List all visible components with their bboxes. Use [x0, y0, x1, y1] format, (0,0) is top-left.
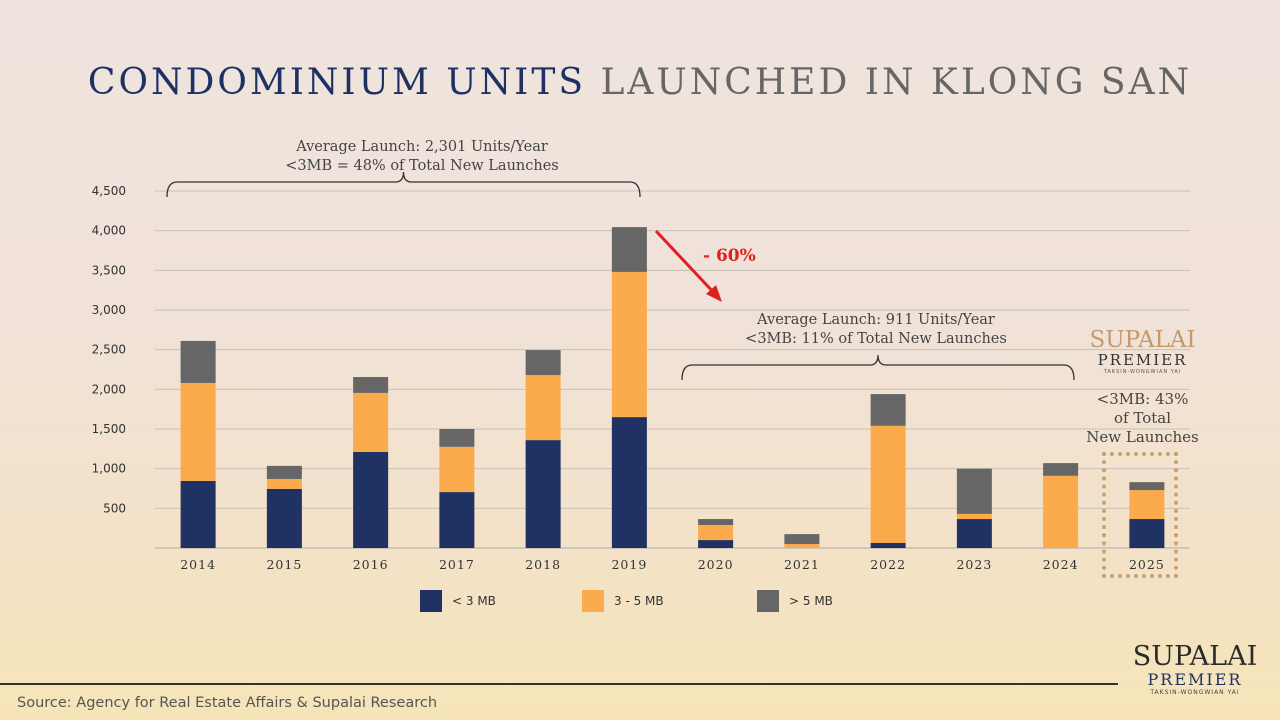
x-tick-label: 2024 — [1043, 557, 1079, 572]
bar-2021-2 — [784, 534, 820, 545]
x-tick-label: 2017 — [439, 557, 475, 572]
x-tick-label: 2014 — [180, 557, 216, 572]
legend-lt3: < 3 MB — [420, 590, 496, 612]
page-title: CONDOMINIUM UNITS LAUNCHED IN KLONG SAN — [87, 62, 1193, 103]
x-tick-label: 2015 — [266, 557, 302, 572]
logo-main: SUPALAI PREMIER TAKSIN-WONGWIAN YAI — [1132, 641, 1258, 697]
y-tick-label: 4,000 — [92, 224, 126, 238]
bar-2020-1 — [698, 524, 734, 541]
bar-2025-0 — [1129, 519, 1165, 548]
bar-2023-2 — [956, 468, 992, 514]
bar-2015-1 — [266, 478, 302, 489]
x-tick-label: 2022 — [870, 557, 906, 572]
y-tick-label: 2,500 — [92, 343, 126, 357]
legend-mid: 3 - 5 MB — [582, 590, 664, 612]
bar-2020-0 — [698, 540, 734, 548]
bar-2022-2 — [870, 394, 906, 426]
bar-2014-2 — [180, 340, 216, 383]
brace-2020-2024 — [681, 354, 1075, 381]
bar-2019-1 — [611, 271, 647, 418]
bar-2021-1 — [784, 544, 820, 548]
period2-note: Average Launch: 911 Units/Year <3MB: 11%… — [745, 312, 1007, 347]
source-note: Source: Agency for Real Estate Affairs &… — [17, 695, 438, 711]
bar-2020-2 — [698, 519, 734, 525]
legend-swatch — [420, 590, 442, 612]
bar-2016-0 — [353, 452, 389, 548]
bar-2017-2 — [439, 429, 475, 447]
y-tick-label: 500 — [103, 501, 126, 515]
x-tick-label: 2018 — [525, 557, 561, 572]
brace-2014-2019 — [166, 171, 641, 198]
y-tick-label: 4,500 — [92, 184, 126, 198]
bar-2015-2 — [266, 465, 302, 479]
bar-2018-2 — [525, 350, 561, 376]
bar-2025-1 — [1129, 490, 1165, 520]
bar-2022-1 — [870, 425, 906, 543]
bar-2023-0 — [956, 519, 992, 548]
bar-2019-0 — [611, 417, 647, 548]
y-tick-label: 2,000 — [92, 382, 126, 396]
legend-swatch — [757, 590, 779, 612]
legend-gt5: > 5 MB — [757, 590, 833, 612]
highlight-2025 — [1102, 452, 1178, 578]
bar-2024-2 — [1043, 463, 1079, 476]
y-tick-label: 3,000 — [92, 303, 126, 317]
footer-divider — [0, 683, 1118, 685]
x-tick-label: 2020 — [698, 557, 734, 572]
bar-2014-1 — [180, 382, 216, 481]
x-tick-label: 2021 — [784, 557, 820, 572]
bar-2023-1 — [956, 513, 992, 520]
arrowhead-icon — [706, 285, 722, 302]
y-tick-label: 3,500 — [92, 263, 126, 277]
bar-2019-2 — [611, 227, 647, 272]
y-tick-label: 1,500 — [92, 422, 126, 436]
legend-swatch — [582, 590, 604, 612]
x-tick-label: 2019 — [611, 557, 647, 572]
bar-2024-1 — [1043, 475, 1079, 548]
bar-2016-1 — [353, 392, 389, 453]
bar-2017-0 — [439, 492, 475, 548]
bar-2016-2 — [353, 377, 389, 393]
bar-2017-1 — [439, 446, 475, 493]
x-tick-label: 2023 — [956, 557, 992, 572]
logo-small: SUPALAI PREMIER TAKSIN-WONGWIAN YAI — [1089, 327, 1196, 375]
x-tick-label: 2025 — [1129, 557, 1165, 572]
change-label: - 60% — [703, 246, 756, 266]
bar-2022-0 — [870, 542, 906, 548]
bar-2015-0 — [266, 488, 302, 548]
bar-2014-0 — [180, 480, 216, 548]
bar-2018-0 — [525, 440, 561, 548]
y-tick-label: 1,000 — [92, 462, 126, 476]
bar-2025-2 — [1129, 482, 1165, 491]
decline-arrow — [654, 229, 718, 297]
y2025-note: <3MB: 43% of Total New Launches — [1086, 390, 1199, 446]
x-tick-label: 2016 — [353, 557, 389, 572]
bar-2018-1 — [525, 375, 561, 441]
period1-note: Average Launch: 2,301 Units/Year <3MB = … — [285, 139, 559, 174]
